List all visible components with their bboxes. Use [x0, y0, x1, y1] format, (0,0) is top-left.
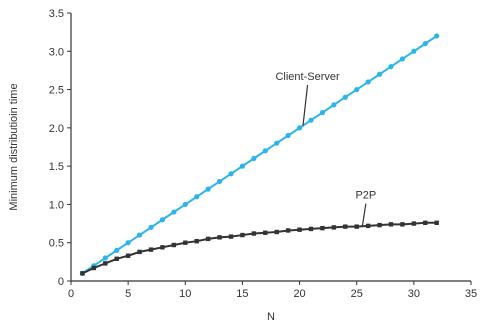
- client-server-point: [205, 186, 211, 192]
- client-server-point: [296, 125, 303, 131]
- p2p-point: [411, 221, 417, 226]
- p2p-point: [125, 253, 131, 258]
- p2p-point: [377, 222, 382, 228]
- x-axis-label: N: [267, 311, 275, 323]
- p2p-point: [251, 231, 257, 236]
- p2p-point: [194, 238, 199, 244]
- client-server-point: [114, 247, 120, 253]
- axes: [70, 13, 471, 282]
- p2p-point: [400, 222, 405, 227]
- p2p-point: [423, 220, 428, 226]
- y-tick-label: 2.0: [49, 123, 64, 135]
- client-server-point: [136, 232, 143, 238]
- p2p-point: [171, 242, 177, 248]
- annotation-layer: Client-Server P2P: [275, 71, 376, 226]
- y-tick-label: 3.5: [49, 8, 64, 20]
- client-server-point: [216, 178, 223, 185]
- x-tick-label: 0: [68, 288, 74, 300]
- client-server-point: [308, 117, 314, 123]
- p2p-point: [205, 236, 211, 242]
- y-tick-label: 1.5: [49, 161, 64, 173]
- p2p-annotation-leader: [361, 203, 367, 226]
- p2p-point: [114, 256, 119, 261]
- client-server-point: [354, 86, 360, 93]
- client-server-point: [422, 41, 428, 47]
- client-server-point: [159, 217, 166, 223]
- client-server-point: [365, 79, 371, 85]
- p2p-point: [217, 235, 222, 240]
- p2p-point: [80, 271, 85, 276]
- p2p-point: [285, 228, 291, 233]
- p2p-point: [137, 249, 142, 255]
- p2p-point: [91, 265, 97, 271]
- client-server-point: [148, 224, 154, 230]
- p2p-point: [388, 222, 394, 227]
- client-server-point: [331, 102, 337, 108]
- client-server-line: [81, 35, 438, 275]
- p2p-point: [320, 225, 325, 231]
- client-server-point: [285, 132, 291, 139]
- p2p-line: [82, 221, 437, 275]
- p2p-point: [365, 223, 371, 229]
- series-client-server: [79, 33, 440, 276]
- client-server-point: [388, 64, 394, 70]
- p2p-point: [240, 232, 245, 238]
- series-layer: [79, 33, 440, 276]
- client-server-point: [434, 33, 440, 39]
- x-tick-label: 10: [179, 288, 191, 300]
- client-server-point: [125, 240, 131, 246]
- p2p-point: [274, 229, 279, 235]
- x-tick-label: 15: [236, 288, 248, 300]
- p2p-point: [297, 227, 302, 232]
- p2p-point: [183, 240, 188, 245]
- client-server-point: [262, 148, 268, 154]
- p2p-point: [263, 230, 268, 235]
- p2p-annotation-label: P2P: [355, 190, 376, 202]
- x-tick-label: 20: [293, 288, 305, 300]
- p2p-point: [160, 245, 165, 250]
- client-server-annotation-leader: [302, 84, 309, 126]
- y-tick-label: 1.0: [49, 199, 64, 211]
- p2p-point: [331, 225, 337, 230]
- client-server-point: [102, 255, 108, 261]
- p2p-point: [148, 247, 154, 252]
- x-tick-label: 25: [351, 288, 363, 300]
- client-server-point: [182, 201, 188, 208]
- p2p-point: [354, 224, 359, 229]
- client-server-point: [251, 155, 257, 162]
- client-server-point: [411, 48, 417, 54]
- p2p-point: [308, 226, 314, 232]
- client-server-point: [228, 171, 234, 177]
- client-server-point: [376, 71, 383, 77]
- y-tick-label: 2.5: [49, 85, 64, 97]
- x-tick-label: 5: [125, 288, 131, 300]
- client-server-annotation-label: Client-Server: [275, 71, 340, 83]
- client-server-point: [239, 163, 246, 169]
- client-server-point: [319, 109, 326, 116]
- p2p-point: [434, 220, 439, 226]
- client-server-point: [194, 194, 200, 200]
- y-axis-ticks: 0 0.5 1.0 1.5 2.0 2.5 3.0 3.5: [49, 8, 71, 288]
- x-tick-label: 30: [408, 288, 420, 300]
- client-server-point: [399, 56, 406, 62]
- client-server-point: [342, 94, 348, 100]
- client-server-point: [171, 209, 177, 215]
- p2p-point: [103, 261, 108, 266]
- y-tick-label: 3.0: [49, 46, 64, 58]
- series-p2p: [80, 220, 439, 276]
- p2p-point: [343, 224, 348, 229]
- y-tick-label: 0: [58, 276, 64, 288]
- x-axis-ticks: 0 5 10 15 20 25 30 35: [68, 281, 477, 300]
- x-tick-label: 35: [465, 288, 477, 300]
- y-axis-label: Minimum distributioin time: [8, 83, 20, 210]
- y-tick-label: 0.5: [49, 238, 64, 250]
- client-server-point: [274, 140, 280, 146]
- p2p-point: [228, 234, 234, 239]
